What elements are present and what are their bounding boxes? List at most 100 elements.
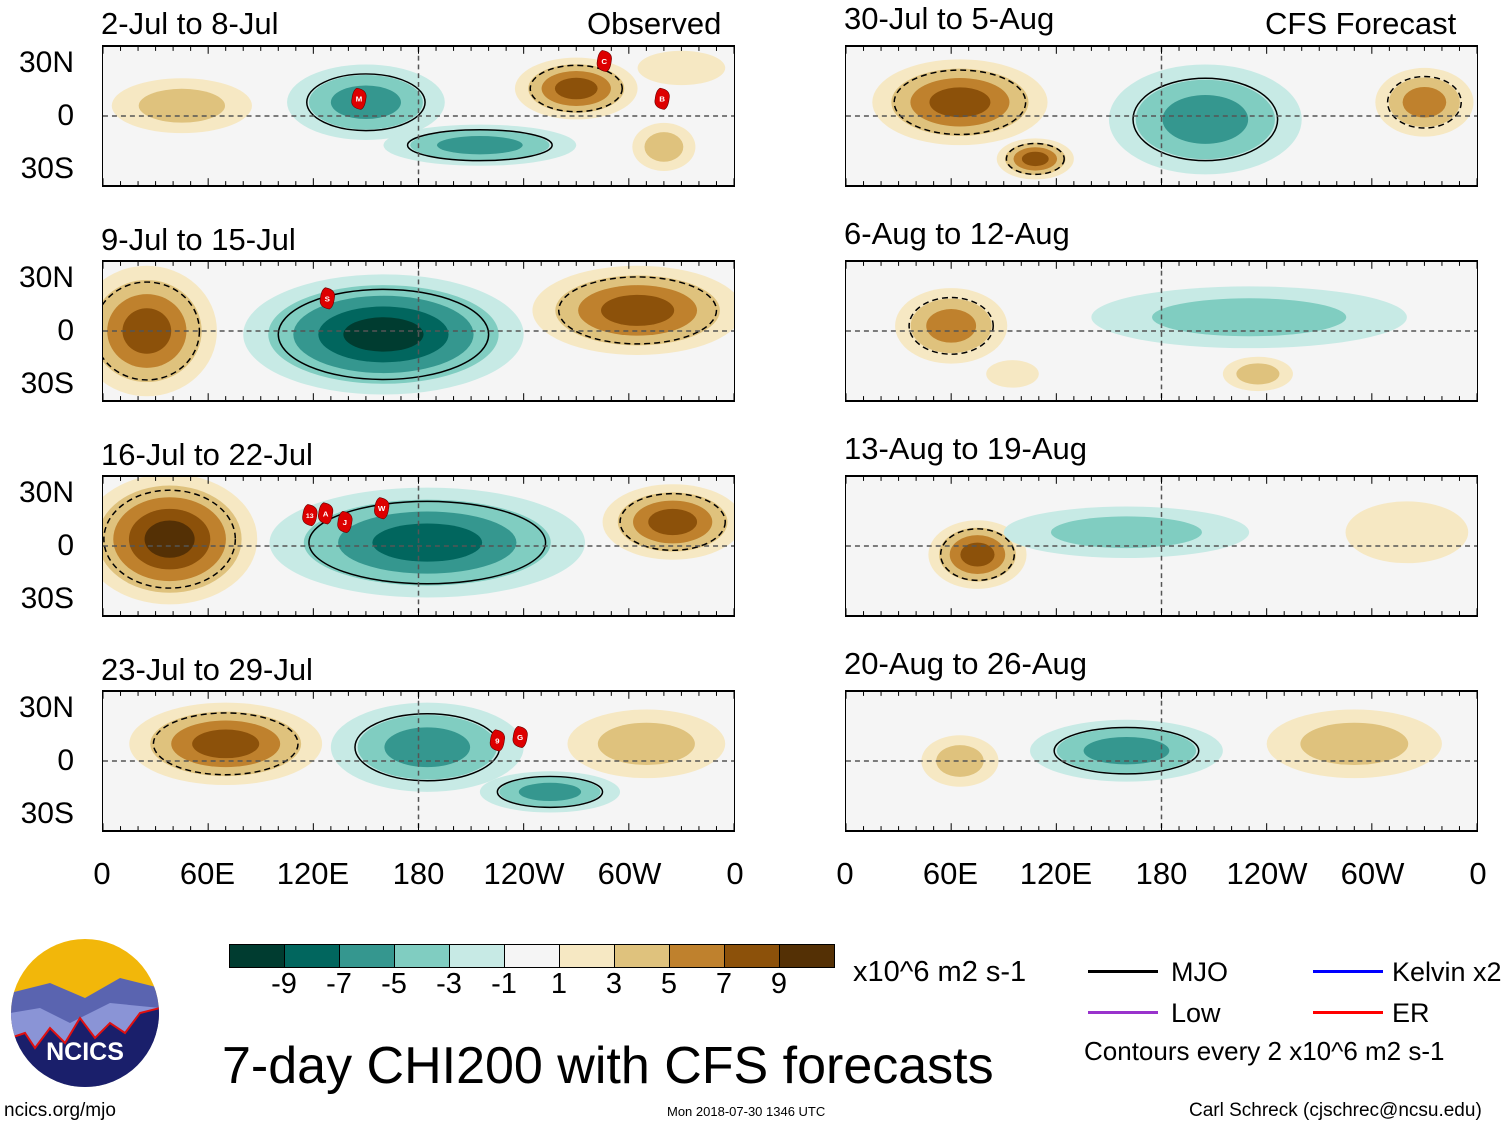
y-axis-label: 0 (57, 529, 74, 562)
colorbar-swatch (450, 945, 505, 967)
x-axis-label: 0 (1469, 856, 1487, 891)
forecast-label: CFS Forecast (1265, 6, 1457, 41)
colorbar (229, 944, 835, 968)
mjo-contour (308, 500, 547, 585)
y-axis-label: 0 (57, 314, 74, 347)
storm-label: 9 (495, 736, 500, 745)
tropical-cyclone-icon: 13 (302, 504, 318, 527)
colorbar-label: -3 (436, 968, 462, 1000)
panel-title: 30-Jul to 5-Aug (844, 1, 1055, 36)
y-axis-label: 0 (57, 99, 74, 132)
anomaly-contour-fill (192, 729, 260, 759)
tropical-cyclone-icon: B (654, 87, 670, 110)
legend-line-kelvin (1313, 970, 1383, 973)
mjo-contour (406, 129, 553, 162)
panel-title: 16-Jul to 22-Jul (101, 437, 313, 472)
anomaly-contour-fill (1021, 151, 1049, 167)
anomaly-map: S (103, 262, 734, 400)
anomaly-contour-fill (929, 87, 991, 118)
map-panel: M C B (102, 45, 735, 187)
anomaly-contour-fill (372, 523, 483, 562)
anomaly-contour-fill (986, 360, 1039, 388)
storm-label: S (325, 294, 330, 303)
anomaly-contour-fill (1152, 298, 1347, 337)
x-axis-label: 60W (597, 856, 662, 891)
footer-author: Carl Schreck (cjschrec@ncsu.edu) (1189, 1100, 1482, 1121)
y-axis-label: 30N (18, 46, 74, 79)
y-axis-label: 30S (20, 152, 74, 185)
anomaly-contour-fill (1162, 95, 1249, 144)
panel-title: 13-Aug to 19-Aug (844, 431, 1088, 466)
map-panel: 13 A J W (102, 475, 735, 617)
mjo-contour (1132, 77, 1279, 162)
anomaly-map (846, 262, 1477, 400)
anomaly-contour-fill (960, 542, 995, 567)
colorbar-swatch (780, 945, 834, 967)
mjo-contour (277, 288, 490, 381)
storm-label: A (323, 509, 329, 518)
panel-title: 20-Aug to 26-Aug (844, 646, 1088, 681)
mjo-contour (103, 281, 201, 381)
legend-label-kelvin: Kelvin x2 (1392, 957, 1502, 987)
anomaly-contour-fill (1050, 516, 1202, 549)
tropical-cyclone-icon: C (596, 50, 612, 73)
colorbar-swatch (395, 945, 450, 967)
colorbar-swatch (285, 945, 340, 967)
colorbar-label: 1 (550, 968, 568, 1000)
storm-label: 13 (306, 513, 314, 520)
map-panel (845, 260, 1478, 402)
footer-timestamp: Mon 2018-07-30 1346 UTC (667, 1104, 826, 1119)
anomaly-contour-fill (637, 50, 726, 86)
anomaly-contour-fill (144, 520, 195, 558)
y-axis-label: 30N (18, 476, 74, 509)
tropical-cyclone-icon: M (351, 87, 367, 110)
tropical-cyclone-icon: J (337, 510, 353, 533)
mjo-contour (1053, 726, 1200, 775)
colorbar-swatch (560, 945, 615, 967)
x-axis-label: 180 (1135, 856, 1188, 891)
y-axis-label: 0 (57, 744, 74, 777)
anomaly-contour-fill (384, 727, 471, 768)
logo-text: NCICS (46, 1038, 124, 1066)
mjo-contour (306, 73, 426, 132)
storm-label: B (659, 95, 665, 104)
x-axis-label: 60E (179, 856, 236, 891)
colorbar-label: -1 (491, 968, 517, 1000)
x-axis-label: 120W (483, 856, 565, 891)
anomaly-contour-fill (1236, 363, 1280, 385)
map-panel: S (102, 260, 735, 402)
legend-line-mjo (1088, 970, 1158, 973)
tropical-cyclone-icon: S (319, 287, 335, 310)
mjo-contour (152, 712, 299, 776)
tropical-cyclone-icon: G (512, 725, 528, 748)
mjo-contour (496, 775, 604, 809)
panel-title: 2-Jul to 8-Jul (101, 6, 279, 41)
panel-title: 23-Jul to 29-Jul (101, 652, 313, 687)
anomaly-contour-fill (343, 317, 424, 352)
anomaly-map: 13 A J W (103, 477, 734, 615)
mjo-contour (908, 296, 994, 355)
x-axis-label: 0 (93, 856, 111, 891)
anomaly-contour-fill (1345, 501, 1469, 564)
y-axis-label: 30S (20, 582, 74, 615)
legend-label-mjo: MJO (1171, 957, 1228, 987)
colorbar-label: 9 (770, 968, 788, 1000)
observed-label: Observed (587, 6, 722, 41)
anomaly-contour-fill (1300, 722, 1409, 765)
colorbar-units: x10^6 m2 s-1 (853, 956, 1027, 988)
colorbar-swatch (725, 945, 780, 967)
footer-url[interactable]: ncics.org/mjo (4, 1100, 116, 1121)
x-axis-label: 0 (836, 856, 854, 891)
anomaly-map (846, 477, 1477, 615)
anomaly-contour-fill (138, 88, 226, 123)
x-axis-label: 60W (1340, 856, 1405, 891)
colorbar-swatch (340, 945, 395, 967)
tropical-cyclone-icon: W (374, 497, 390, 520)
anomaly-contour-fill (1402, 87, 1447, 118)
anomaly-contour-fill (122, 308, 172, 354)
colorbar-swatch (230, 945, 285, 967)
anomaly-contour-fill (554, 77, 598, 100)
anomaly-contour-fill (1083, 736, 1170, 765)
